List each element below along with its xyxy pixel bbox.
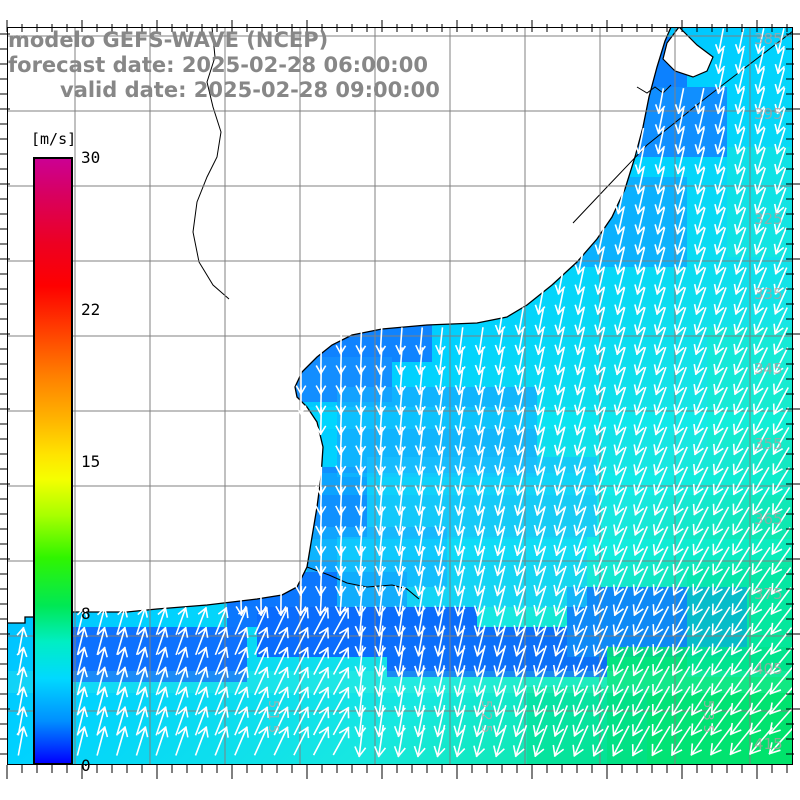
colorbar-tick-8: 8 [81, 604, 91, 623]
axis-label-right-8: 405 [754, 660, 783, 678]
wind-speed-raster [7, 27, 793, 765]
row-label-1: 5 1 5 [265, 700, 280, 734]
axis-label-right-6: 385 [754, 30, 783, 48]
axis-label-right-3: 355 [754, 435, 783, 453]
axis-label-right-7: 395 [754, 105, 783, 123]
map-plot-area[interactable] [7, 27, 793, 765]
row-label-3: 5 3 5 [700, 700, 715, 734]
bottom-ruler [6, 765, 788, 779]
axis-label-right-1: 335 [754, 285, 783, 303]
colorbar-gradient [33, 157, 73, 765]
colorbar-tick-0: 0 [81, 756, 91, 775]
row-label-2: 5 2 5 [478, 700, 493, 734]
axis-label-right-4: 365 [754, 510, 783, 528]
colorbar-unit-label: [m/s] [31, 130, 77, 148]
axis-label-right-2: 345 [754, 360, 783, 378]
colorbar-tick-15: 15 [81, 452, 101, 471]
colorbar[interactable]: [m/s] 30 22 15 8 0 [31, 130, 100, 775]
axis-label-right-5: 375 [754, 585, 783, 603]
axis-label-right-9: 415 [754, 735, 783, 753]
colorbar-tick-30: 30 [81, 148, 101, 167]
axis-label-right-0: 325 [754, 210, 783, 228]
colorbar-tick-22: 22 [81, 300, 101, 319]
